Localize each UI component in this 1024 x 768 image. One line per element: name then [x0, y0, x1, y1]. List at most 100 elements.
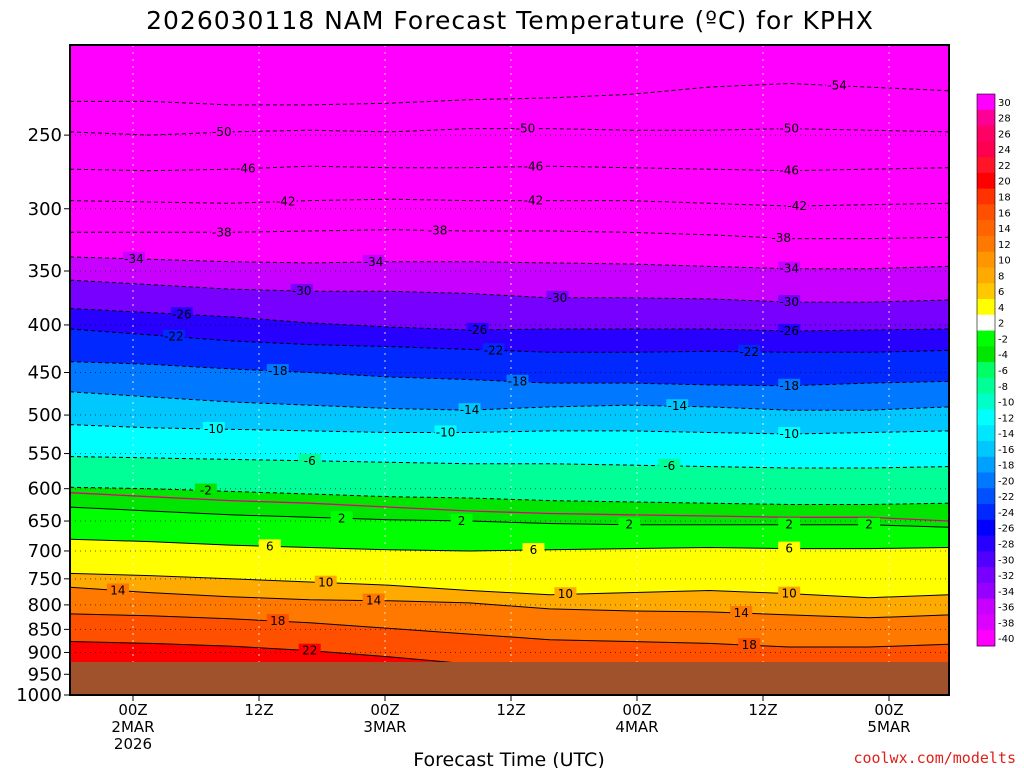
colorbar-swatch--38: [977, 614, 995, 631]
contour-label-bg: [858, 517, 881, 531]
colorbar-swatch-12: [977, 235, 995, 253]
colorbar-label-30: 30: [998, 98, 1011, 109]
colorbar-swatch--32: [977, 567, 995, 584]
contour-label--30-0: -30: [292, 284, 312, 298]
contour-label-18-1: 18: [742, 638, 757, 652]
colorbar-swatch-16: [977, 204, 995, 221]
ytick-label-400: 400: [28, 315, 62, 336]
contour-label-18-0: 18: [270, 614, 285, 628]
ytick-label-800: 800: [28, 595, 62, 616]
colorbar-label--34: -34: [998, 587, 1014, 598]
contour-label--22-0: -22: [164, 330, 184, 344]
colorbar-label--40: -40: [998, 634, 1014, 645]
contour-label-bg: [778, 517, 801, 531]
xtick-label-0-2: 2026: [114, 735, 152, 753]
colorbar-label-10: 10: [998, 256, 1011, 267]
credit-text: coolwx.com/modelts: [853, 749, 1016, 767]
contour-label--46-1: -46: [524, 160, 544, 174]
xtick-label-6-1: 5MAR: [867, 718, 910, 736]
colorbar-swatch-18: [977, 188, 995, 205]
ytick-label-750: 750: [28, 569, 62, 590]
contour-label-bg: [210, 225, 233, 239]
colorbar-swatch--10: [977, 393, 995, 410]
contour-label-bg: [778, 378, 801, 392]
contour-label-bg: [506, 374, 529, 388]
contour-label--30-1: -30: [548, 291, 568, 305]
contour-label--38-2: -38: [771, 231, 791, 245]
contour-label--10-1: -10: [436, 425, 456, 439]
contour-18: [70, 613, 949, 648]
contour-label-bg: [426, 223, 449, 237]
contour-14: [70, 586, 949, 619]
colorbar-swatch-6: [977, 283, 995, 300]
contour-10: [70, 572, 949, 599]
colorbar-label-24: 24: [998, 145, 1011, 156]
terrain-ground: [70, 662, 949, 695]
colorbar-label--32: -32: [998, 571, 1014, 582]
contour-label-bg: [290, 284, 313, 298]
contour-2: [70, 506, 949, 528]
contour-label--30-2: -30: [779, 295, 799, 309]
temperature-bands: [70, 45, 949, 695]
contour-label-bg: [786, 198, 809, 212]
contour-label-bg: [482, 343, 505, 357]
contour-label-bg: [434, 425, 457, 439]
contour-label-bg: [666, 399, 689, 413]
chart-title: 2026030118 NAM Forecast Temperature (ºC)…: [146, 6, 874, 35]
contour-label-bg: [450, 513, 473, 527]
contour-label-bg: [778, 541, 801, 555]
x-axis-label: Forecast Time (UTC): [413, 749, 604, 768]
xtick-label-0-0: 00Z: [118, 701, 147, 719]
contour-label-bg: [778, 586, 801, 600]
contour-label-bg: [362, 593, 385, 607]
contour-label--6-1: -6: [663, 459, 675, 473]
colorbar-label--30: -30: [998, 555, 1014, 566]
contour-label--14-1: -14: [668, 399, 688, 413]
ytick-label-450: 450: [28, 363, 62, 384]
contour-label-bg: [298, 453, 321, 467]
ytick-label-1000: 1000: [16, 685, 62, 706]
ytick-label-950: 950: [28, 664, 62, 685]
colorbar-label-14: 14: [998, 224, 1011, 235]
colorbar-swatch--8: [977, 377, 995, 395]
colorbar-swatch-2: [977, 314, 995, 331]
colorbar-swatch-14: [977, 220, 995, 237]
contour-label-22-0: 22: [302, 644, 317, 658]
contour-label--10-0: -10: [204, 422, 224, 436]
xtick-label-3-0: 12Z: [496, 701, 525, 719]
colorbar-label--22: -22: [998, 492, 1014, 503]
ytick-label-500: 500: [28, 405, 62, 426]
colorbar-frame: [976, 93, 996, 647]
colorbar-swatch-20: [977, 172, 995, 190]
colorbar-label--24: -24: [998, 508, 1014, 519]
contour-label-bg: [162, 329, 185, 343]
colorbar-swatch--14: [977, 425, 995, 442]
colorbar-label--36: -36: [998, 603, 1014, 614]
colorbar-swatch-30: [977, 94, 995, 111]
contour-label-bg: [546, 290, 569, 304]
colorbar: 30 28 26 24 22 20 18 16 14 12 10 8 6 4 2 -2 -4 -6 -8 -10 -12…: [976, 93, 1014, 647]
colorbar-label-18: 18: [998, 193, 1011, 204]
colorbar-label--2: -2: [998, 334, 1008, 345]
contour-label--26-0: -26: [172, 307, 192, 321]
contour-label--22-2: -22: [739, 345, 759, 359]
contour-label--42-1: -42: [524, 194, 544, 208]
contour-label-bg: [298, 643, 321, 657]
contour-label-bg: [458, 403, 481, 417]
colorbar-swatch--6: [977, 362, 995, 379]
contour-label-6-2: 6: [785, 542, 793, 556]
colorbar-swatch--24: [977, 504, 995, 521]
colorbar-label-26: 26: [998, 129, 1011, 140]
contour-label-10-1: 10: [558, 587, 573, 601]
xtick-label-2-0: 00Z: [370, 701, 399, 719]
xtick-label-5-0: 12Z: [748, 701, 777, 719]
contour-label--2-0: -2: [200, 484, 212, 498]
ytick-label-250: 250: [28, 125, 62, 146]
contour-label-bg: [330, 511, 353, 525]
contour-label--38-0: -38: [212, 225, 232, 239]
contour-label-bg: [466, 322, 489, 336]
colorbar-label--16: -16: [998, 445, 1014, 456]
contour-label-bg: [778, 163, 801, 177]
